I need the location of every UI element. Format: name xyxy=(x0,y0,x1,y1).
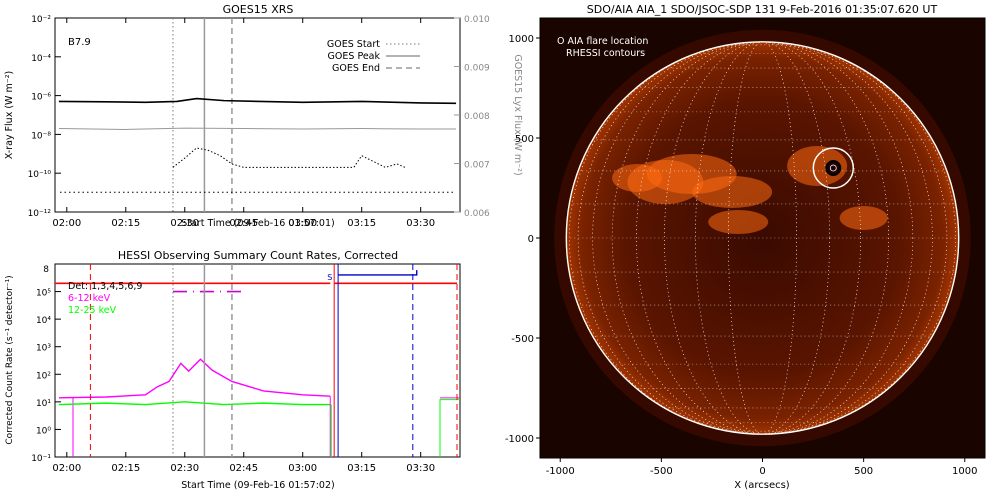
hessi-y-axis-label: Corrected Count Rate (s⁻¹ detector⁻¹) xyxy=(5,275,15,444)
goes-y-tick-label: 10⁻² xyxy=(31,15,51,25)
hessi-legend-label: 6-12 keV xyxy=(68,293,111,304)
active-region xyxy=(692,176,773,208)
active-region xyxy=(708,210,769,234)
hessi-y-tick-label: 10² xyxy=(36,371,51,381)
aia-y-tick-label: 0 xyxy=(528,234,534,245)
aia-x-tick-label: -500 xyxy=(650,466,673,477)
active-region xyxy=(839,206,888,230)
active-region xyxy=(612,164,663,192)
aia-panel: -1000 -500 0 500 1000 1000 500 0 -500 -1000 SDO/AI… xyxy=(505,3,986,491)
goes-y2-axis-label: GOES15 Lyx Flux (W m⁻²) xyxy=(512,54,523,175)
goes-legend-label: GOES End xyxy=(332,63,380,74)
hessi-plot-frame xyxy=(54,263,461,458)
goes-x-tick-label: 03:30 xyxy=(406,218,435,229)
hessi-y-tick-label: 10¹ xyxy=(36,399,51,409)
aia-legend-flare: O AIA flare location xyxy=(557,36,648,47)
goes-y2-tick-label: 0.008 xyxy=(464,112,490,122)
flare-core xyxy=(829,164,837,172)
goes-series-lyx xyxy=(58,127,457,130)
goes-y2-tick-label: 0.009 xyxy=(464,64,490,74)
hessi-series-low xyxy=(58,358,331,399)
hessi-x-axis-label: Start Time (09-Feb-16 01:57:02) xyxy=(181,480,334,491)
active-region xyxy=(787,146,848,186)
goes-y2-tick-label: 0.006 xyxy=(464,209,490,219)
hessi-y-tick-label: 10⁰ xyxy=(36,426,51,436)
aia-x-tick-label: 0 xyxy=(759,466,765,477)
goes-legend-label: GOES Peak xyxy=(328,51,381,62)
aia-y-tick-label: -500 xyxy=(511,334,534,345)
goes-y-axis-label: X-ray Flux (W m⁻²) xyxy=(4,71,15,160)
goes-y-tick-label: 10⁻¹⁰ xyxy=(28,170,52,180)
grid-longitude xyxy=(611,41,914,435)
goes-plot-frame xyxy=(54,17,461,213)
goes-y-tick-label: 10⁻⁸ xyxy=(31,131,51,141)
aia-x-axis-label: X (arcsecs) xyxy=(734,480,790,491)
aia-x-tick-label: -1000 xyxy=(546,466,575,477)
goes-y-tick-label: 10⁻¹² xyxy=(28,209,52,219)
goes-x-tick-label: 02:00 xyxy=(52,218,81,229)
rhessi-contour xyxy=(825,160,842,176)
hessi-y-tick-label: 10⁻¹ xyxy=(31,454,51,464)
goes-series-short xyxy=(172,147,406,168)
goes-y-tick-label: 10⁻⁶ xyxy=(31,93,51,103)
goes-class-annotation: B7.9 xyxy=(68,37,91,48)
hessi-green-resume xyxy=(439,399,460,457)
hessi-y-tick-label: 10³ xyxy=(36,344,51,354)
goes-y-tick-label: 10⁻⁴ xyxy=(31,54,51,64)
hessi-y-tick-label: 10⁵ xyxy=(36,289,51,299)
goes-x-tick-label: 02:15 xyxy=(111,218,140,229)
goes-x-tick-label: 03:00 xyxy=(288,218,317,229)
grid-longitude xyxy=(568,41,957,435)
hessi-y-tick-label: 10⁴ xyxy=(36,316,51,326)
flare-location-circle xyxy=(812,147,855,189)
aia-y-tick-label: 1000 xyxy=(509,34,534,45)
goes-legend-label: GOES Start xyxy=(327,39,380,50)
aia-y-tick-label: -1000 xyxy=(505,434,534,445)
hessi-x-tick-label: 03:30 xyxy=(406,463,435,474)
goes-x-tick-label: 03:15 xyxy=(347,218,376,229)
hessi-legend-label: 12-25 keV xyxy=(68,305,117,316)
goes-xrs-panel: GOES15 XRS 02:00 02:15 02:30 02:45 03:00 03:15… xyxy=(4,3,523,229)
hessi-x-tick-label: 03:00 xyxy=(288,463,317,474)
hessi-panel: HESSI Observing Summary Count Rates, Cor… xyxy=(5,249,461,491)
hessi-saa-bar xyxy=(338,270,418,276)
hessi-y-top-tick-label: 8 xyxy=(43,265,49,275)
hessi-series-high xyxy=(58,401,331,406)
goes-y2-tick-label: 0.007 xyxy=(464,161,490,171)
goes-y2-tick-label: 0.010 xyxy=(464,15,490,25)
hessi-saa-flag-label: S xyxy=(327,273,332,282)
aia-title: SDO/AIA AIA_1 SDO/JSOC-SDP 131 9-Feb-201… xyxy=(587,3,938,16)
hessi-x-tick-label: 02:30 xyxy=(170,463,199,474)
hessi-x-tick-label: 03:15 xyxy=(347,463,376,474)
hessi-legend-label: Det: 1,3,4,5,6,9 xyxy=(68,281,142,292)
goes-series-long xyxy=(58,97,457,105)
aia-legend-contours: RHESSI contours xyxy=(566,48,645,59)
goes-x-tick-label: 02:45 xyxy=(229,218,258,229)
goes-x-tick-label: 02:30 xyxy=(170,218,199,229)
hessi-x-tick-label: 02:15 xyxy=(111,463,140,474)
grid-longitude xyxy=(728,41,797,435)
aia-x-tick-label: 1000 xyxy=(952,466,977,477)
aia-y-tick-label: 500 xyxy=(515,134,534,145)
hessi-x-tick-label: 02:45 xyxy=(229,463,258,474)
grid-longitude xyxy=(695,41,830,435)
hessi-title: HESSI Observing Summary Count Rates, Cor… xyxy=(118,249,398,262)
solar-limb xyxy=(565,41,960,435)
goes-x-axis-label: Start Time (09-Feb-16 01:57:01) xyxy=(181,218,334,229)
aia-x-tick-label: 500 xyxy=(854,466,873,477)
hessi-x-tick-label: 02:00 xyxy=(52,463,81,474)
goes-title: GOES15 XRS xyxy=(223,3,294,16)
